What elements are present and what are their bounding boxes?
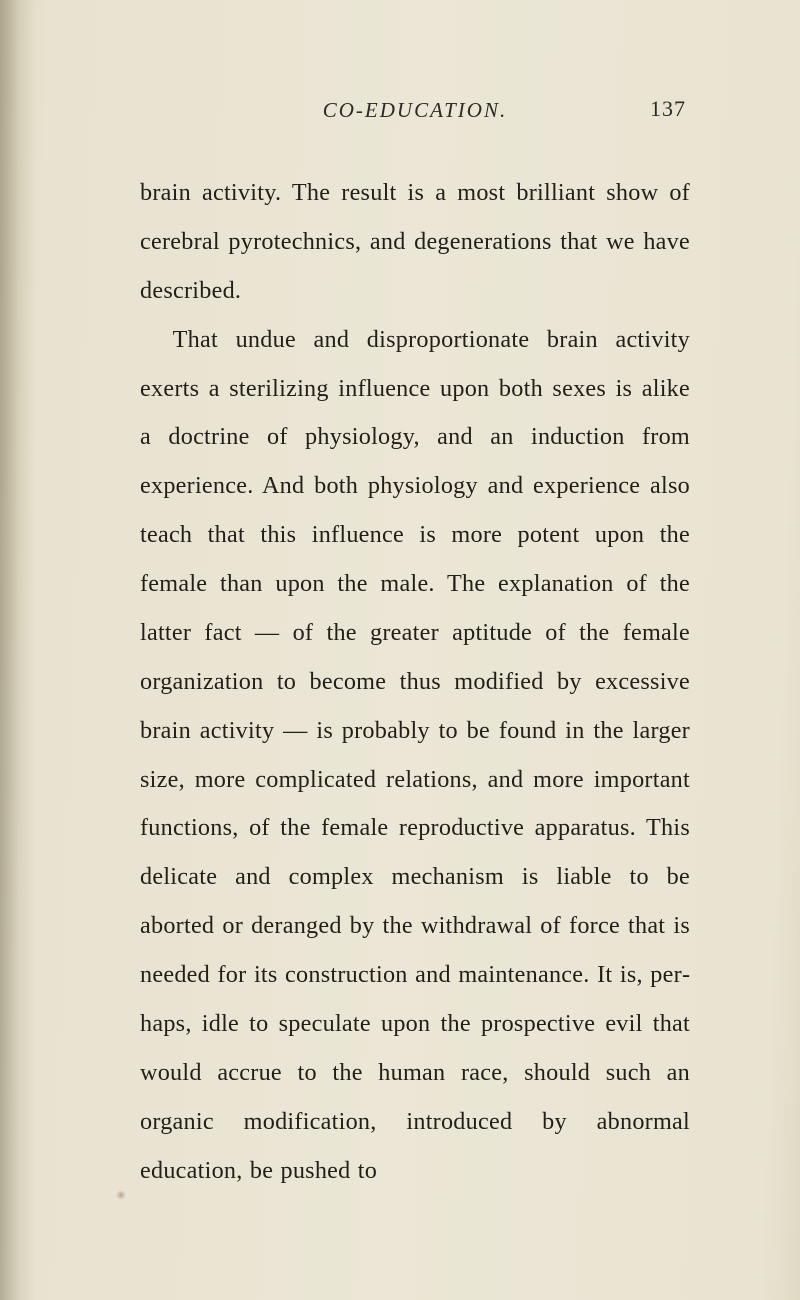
book-page: CO-EDUCATION. 137 brain activity. The re… (0, 0, 800, 1300)
page-number: 137 (650, 96, 686, 122)
paragraph: That undue and disproportionate brain ac… (140, 316, 690, 1196)
body-text: brain activity. The result is a most bri… (140, 169, 690, 1195)
foxing-spot (116, 1190, 126, 1200)
running-title: CO-EDUCATION. (323, 98, 507, 123)
page-header: CO-EDUCATION. 137 (140, 98, 690, 123)
paragraph: brain activity. The result is a most bri… (140, 169, 690, 316)
